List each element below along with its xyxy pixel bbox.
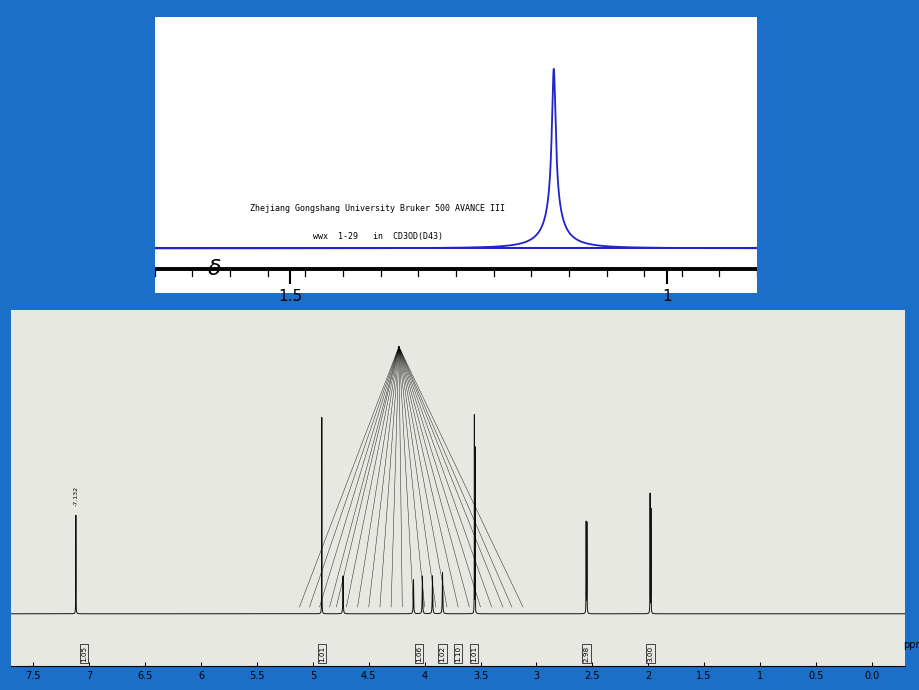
Text: wwx  1-29   in  CD3OD(D43): wwx 1-29 in CD3OD(D43) xyxy=(312,233,442,241)
Text: 3.00: 3.00 xyxy=(647,645,652,662)
Text: 1.02: 1.02 xyxy=(439,645,445,662)
Text: -7.132: -7.132 xyxy=(74,486,78,506)
Text: 1.01: 1.01 xyxy=(471,645,477,662)
Text: 1.01: 1.01 xyxy=(319,645,324,662)
Text: 1: 1 xyxy=(662,288,671,304)
Text: δ: δ xyxy=(207,259,221,279)
Text: 1.5: 1.5 xyxy=(278,288,301,304)
Text: ppm: ppm xyxy=(902,640,919,651)
Text: 2.98: 2.98 xyxy=(583,645,589,662)
Text: 1.05: 1.05 xyxy=(81,645,86,662)
Text: 1.10: 1.10 xyxy=(455,645,460,662)
Text: Zhejiang Gongshang University Bruker 500 AVANCE III: Zhejiang Gongshang University Bruker 500… xyxy=(250,204,505,213)
Text: 1.06: 1.06 xyxy=(415,645,422,662)
